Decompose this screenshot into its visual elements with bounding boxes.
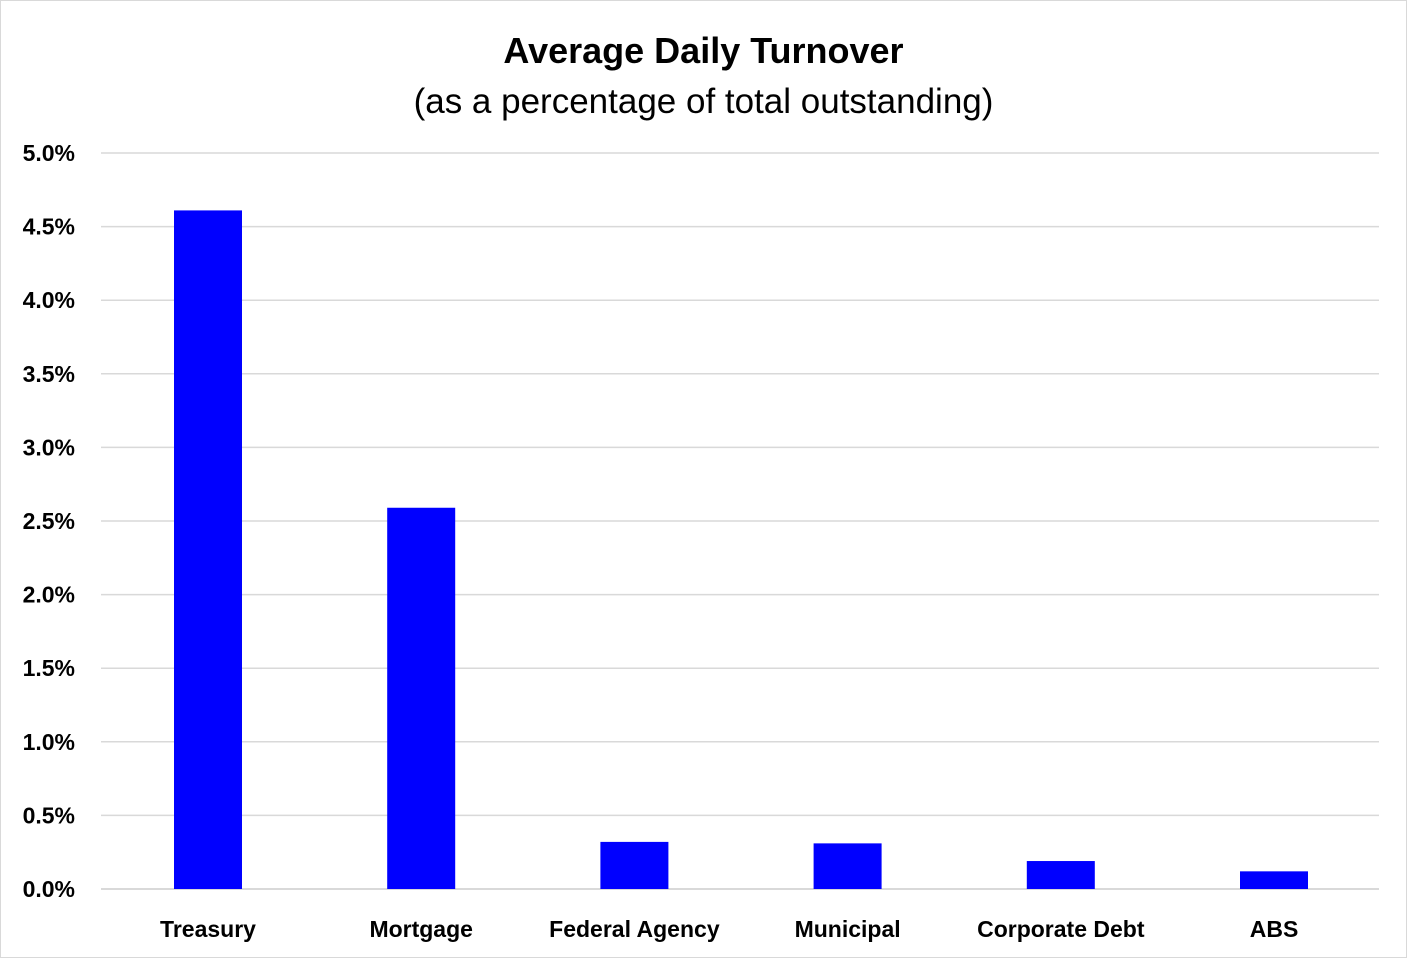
chart-title: Average Daily Turnover [503,30,904,71]
y-tick-label: 0.5% [23,802,75,828]
y-tick-label: 4.5% [23,214,75,240]
x-tick-label: Treasury [160,916,256,942]
gridlines [101,152,1379,890]
x-tick-label: Municipal [795,916,901,942]
y-tick-label: 3.0% [23,434,75,460]
x-axis-ticks: Treasury Mortgage Federal Agency Municipal C… [160,916,1298,942]
y-tick-label: 2.0% [23,582,75,608]
y-tick-label: 3.5% [23,361,75,387]
bar-federal-agency [600,841,669,889]
chart-subtitle: (as a percentage of total outstanding) [413,82,994,121]
y-tick-label: 2.5% [23,508,75,534]
y-tick-label: 1.5% [23,655,75,681]
x-tick-label: Mortgage [369,916,473,942]
x-tick-label: Corporate Debt [977,916,1145,942]
y-tick-label: 4.0% [23,287,75,313]
bar-municipal [813,843,882,889]
bar-mortgage [387,507,456,889]
bars [174,210,1308,889]
bar-abs [1240,871,1308,889]
x-tick-label: ABS [1250,916,1299,942]
bar-corporate-debt [1026,861,1095,889]
y-tick-label: 0.0% [23,876,75,902]
y-axis-ticks: 0.0% 0.5% 1.0% 1.5% 2.0% 2.5% 3.0% 3.5% 4.0% 4.5%… [23,140,75,902]
x-tick-label: Federal Agency [549,916,720,942]
y-tick-label: 1.0% [23,729,75,755]
y-tick-label: 5.0% [23,140,75,166]
bar-treasury [174,210,242,889]
